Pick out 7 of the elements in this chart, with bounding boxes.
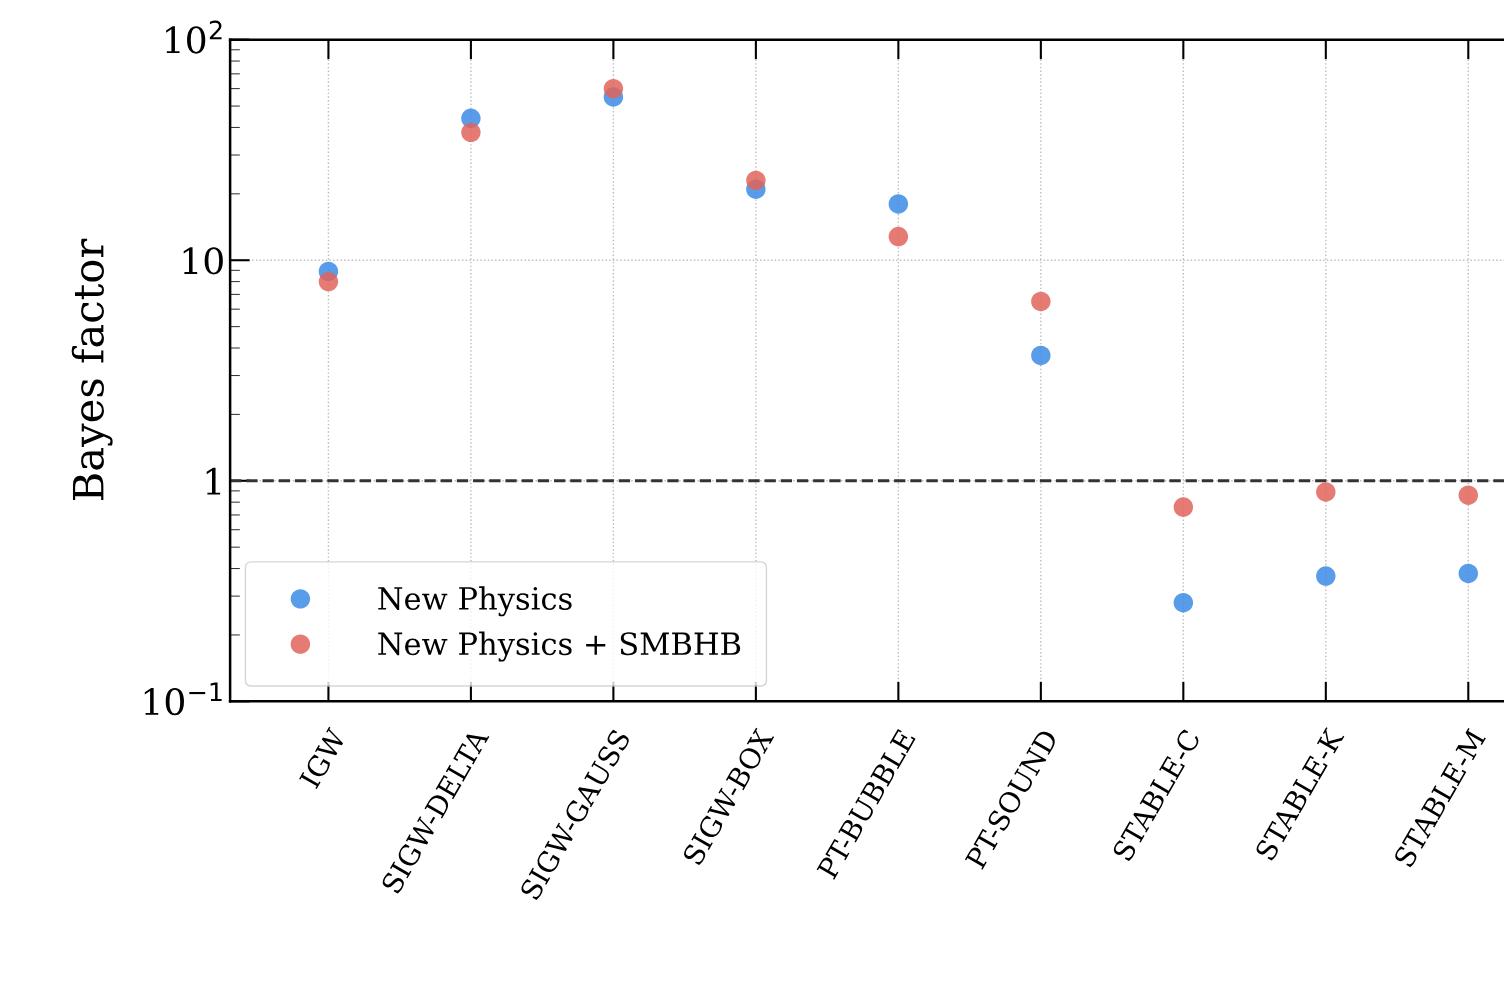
legend-label: New Physics	[378, 586, 572, 617]
y-tick-label: 10$^{−1}$	[144, 682, 222, 716]
y-tick-label: 10	[183, 247, 223, 275]
y-tick-label: 1	[206, 467, 221, 495]
y-axis-title: Bayes factor	[71, 238, 113, 501]
legend-label: New Physics + SMBHB	[378, 631, 741, 662]
y-tick-label: 10$^{2}$	[166, 20, 222, 54]
